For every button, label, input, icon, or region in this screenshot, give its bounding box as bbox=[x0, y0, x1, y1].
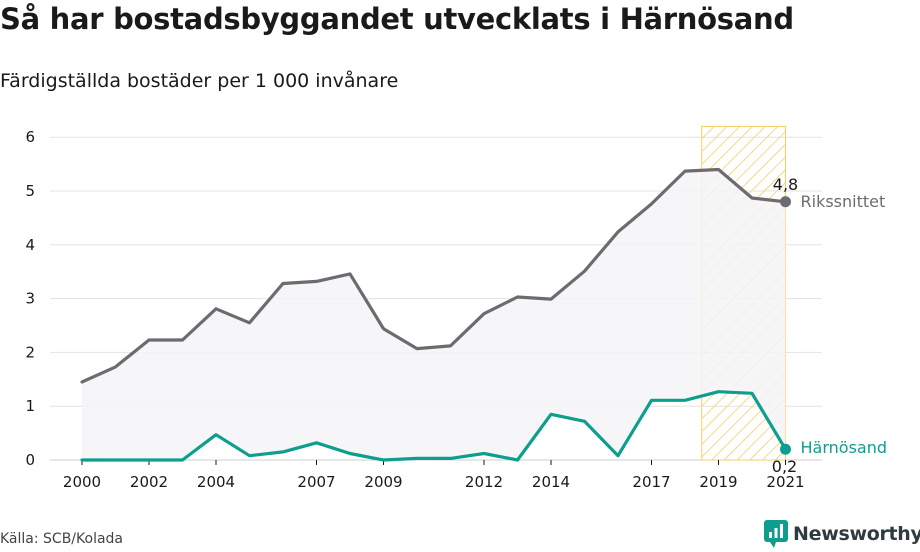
chart-subtitle: Färdigställda bostäder per 1 000 invånar… bbox=[0, 70, 399, 92]
newsworthy-logo: Newsworthy bbox=[764, 520, 920, 548]
end-value-rikssnittet: 4,8 bbox=[773, 175, 798, 194]
x-tick-label: 2002 bbox=[130, 473, 168, 491]
x-tick-label: 2014 bbox=[532, 473, 570, 491]
y-tick-label: 3 bbox=[25, 290, 35, 308]
x-tick-label: 2004 bbox=[197, 473, 235, 491]
y-tick-label: 2 bbox=[25, 343, 35, 361]
series-rikssnittet-line-end-point bbox=[780, 196, 791, 208]
x-tick-label: 2000 bbox=[63, 473, 101, 491]
y-tick-label: 6 bbox=[25, 128, 35, 146]
newsworthy-logo-icon bbox=[764, 520, 788, 548]
series-label-rikssnittet: Rikssnittet bbox=[801, 192, 886, 211]
end-value-harnosand: 0,2 bbox=[772, 457, 797, 476]
x-tick-label: 2012 bbox=[465, 473, 503, 491]
series-label-harnosand: Härnösand bbox=[801, 438, 888, 457]
y-tick-label: 0 bbox=[25, 451, 35, 469]
x-tick-label: 2019 bbox=[699, 473, 737, 491]
y-tick-label: 4 bbox=[25, 236, 35, 254]
y-tick-label: 1 bbox=[25, 397, 35, 415]
x-tick-label: 2009 bbox=[364, 473, 402, 491]
series-harnosand-line-end-point bbox=[780, 443, 791, 455]
gap-area bbox=[82, 169, 786, 460]
x-tick-label: 2007 bbox=[297, 473, 335, 491]
x-tick-label: 2021 bbox=[766, 473, 804, 491]
series-harnosand-line bbox=[80, 390, 788, 462]
chart-title: Så har bostadsbyggandet utvecklats i Här… bbox=[0, 2, 794, 36]
brand-name: Newsworthy bbox=[793, 523, 920, 545]
source-note: Källa: SCB/Kolada bbox=[0, 531, 124, 547]
series-rikssnittet-line bbox=[80, 167, 788, 384]
y-tick-label: 5 bbox=[25, 182, 35, 200]
x-tick-label: 2017 bbox=[632, 473, 670, 491]
